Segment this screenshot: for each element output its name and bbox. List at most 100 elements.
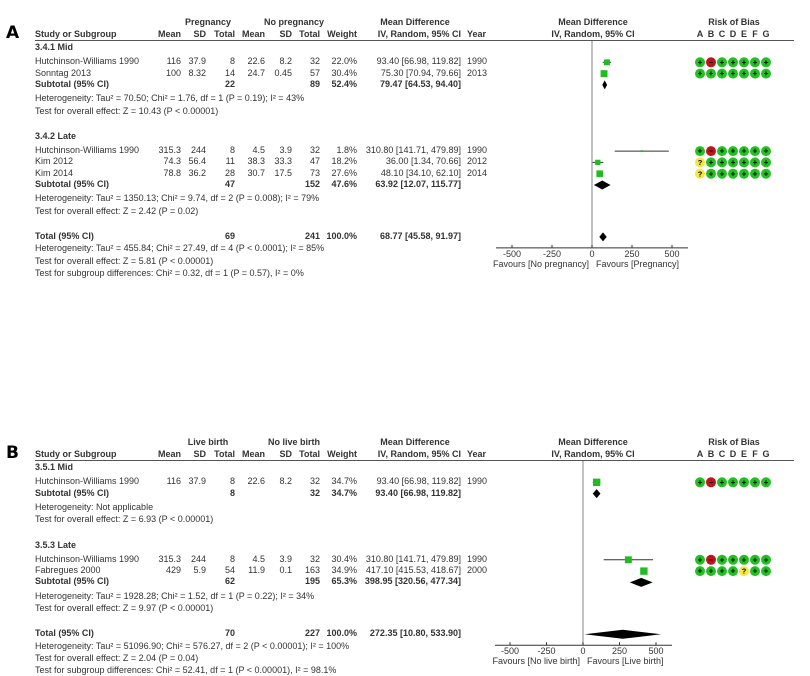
x-tick-label: 500 — [648, 646, 664, 657]
rob-symbol: + — [764, 58, 769, 67]
subtotal-label: Subtotal (95% CI) — [35, 78, 110, 89]
rob-letter-g: G — [762, 29, 770, 39]
study-weight: 18.2% — [331, 156, 357, 167]
subtotal-total2: 32 — [309, 487, 320, 498]
total-weight: 100.0% — [326, 628, 357, 639]
mean1-column-header: Mean — [157, 449, 181, 459]
total1-column-header: Total — [214, 29, 235, 39]
overall-effect-text: Test for overall effect: Z = 10.43 (P < … — [35, 105, 219, 116]
total-heterogeneity-text: Heterogeneity: Tau² = 51096.90; Chi² = 5… — [35, 640, 350, 651]
study-mean1: 100 — [165, 67, 181, 78]
subtotal-ci: 398.95 [320.56, 477.34] — [364, 576, 461, 587]
study-sd2: 0.1 — [279, 565, 292, 576]
subtotal-weight: 52.4% — [331, 78, 357, 89]
rob-symbol: + — [709, 169, 714, 178]
subtotal-diamond — [629, 577, 653, 587]
rob-low-icon — [728, 566, 738, 577]
effect-square — [604, 59, 610, 66]
study-total2: 32 — [309, 145, 320, 156]
study-sd1: 244 — [190, 145, 206, 156]
rob-symbol: + — [731, 69, 736, 78]
md-header-top: Mean Difference — [380, 437, 450, 447]
rob-symbol: + — [720, 58, 725, 67]
x-tick-label: 250 — [624, 248, 640, 259]
panel-label: B — [6, 443, 19, 463]
effect-square — [595, 159, 601, 166]
rob-unclear-icon — [695, 168, 705, 179]
subtotal-weight: 47.6% — [331, 179, 357, 189]
rob-high-icon — [706, 57, 716, 68]
rob-low-icon — [717, 566, 727, 577]
rob-symbol: + — [698, 567, 703, 576]
study-year: 1990 — [467, 145, 488, 156]
rob-low-icon — [695, 554, 705, 565]
study-mean2: 4.5 — [252, 553, 265, 564]
rob-symbol: + — [764, 169, 769, 178]
rob-low-icon — [750, 146, 760, 157]
study-sd1: 37.9 — [188, 476, 206, 487]
panel-label: A — [6, 23, 20, 43]
rob-symbol: + — [753, 169, 758, 178]
study-year: 2013 — [467, 67, 488, 78]
study-total1: 8 — [229, 145, 235, 156]
rob-high-icon — [706, 554, 716, 565]
rob-low-icon — [750, 566, 760, 577]
rob-symbol: − — [709, 555, 714, 564]
study-weight: 1.8% — [336, 145, 357, 156]
study-total1: 54 — [224, 565, 235, 576]
year-column-header: Year — [467, 449, 487, 459]
total2-column-header: Total — [299, 29, 320, 39]
rob-symbol: + — [764, 567, 769, 576]
rob-low-icon — [695, 146, 705, 157]
rob-low-icon — [761, 566, 771, 577]
rob-low-icon — [728, 57, 738, 68]
subtotal-diamond — [593, 180, 611, 190]
total1-column-header: Total — [214, 449, 235, 459]
mean1-column-header: Mean — [157, 29, 181, 39]
rob-low-icon — [728, 554, 738, 565]
total-total1: 69 — [224, 230, 235, 241]
study-year: 2014 — [467, 167, 488, 178]
study-mean1: 116 — [166, 476, 181, 487]
x-tick-label: -250 — [542, 248, 561, 259]
subtotal-total2: 152 — [304, 179, 320, 189]
plot-header-top: Mean Difference — [558, 437, 628, 447]
study-mean1: 74.3 — [163, 156, 181, 167]
rob-low-icon — [761, 477, 771, 488]
study-year: 2000 — [467, 565, 488, 576]
rob-low-icon — [695, 477, 705, 488]
group2-header: No live birth — [267, 437, 320, 447]
total-total2: 227 — [304, 628, 320, 639]
effect-square — [640, 567, 648, 575]
x-tick-label: 0 — [589, 248, 595, 259]
study-name: Hutchinson-Williams 1990 — [35, 145, 140, 156]
rob-low-icon — [695, 566, 705, 577]
study-mean2: 4.5 — [252, 145, 265, 156]
rob-low-icon — [706, 157, 716, 168]
rob-symbol: + — [720, 478, 725, 487]
rob-unclear-icon — [739, 566, 749, 577]
rob-low-icon — [761, 68, 771, 79]
rob-symbol: − — [709, 147, 714, 156]
rob-symbol: + — [731, 478, 736, 487]
rob-symbol: + — [753, 555, 758, 564]
plot-column-header: IV, Random, 95% CI — [551, 449, 635, 459]
rob-low-icon — [761, 57, 771, 68]
rob-low-icon — [706, 566, 716, 577]
study-mean2: 22.6 — [247, 476, 265, 487]
study-ci: 48.10 [34.10, 62.10] — [380, 167, 461, 178]
rob-low-icon — [739, 68, 749, 79]
study-ci: 310.80 [141.71, 479.89] — [365, 145, 461, 156]
subtotal-label: Subtotal (95% CI) — [35, 576, 110, 587]
study-sd1: 244 — [190, 553, 206, 564]
subtotal-ci: 93.40 [66.98, 119.82] — [375, 487, 461, 498]
rob-low-icon — [739, 477, 749, 488]
effect-square — [592, 478, 601, 486]
mean2-column-header: Mean — [241, 29, 265, 39]
rob-low-icon — [750, 554, 760, 565]
header-rule — [35, 40, 794, 41]
rob-low-icon — [739, 168, 749, 179]
heterogeneity-text: Heterogeneity: Tau² = 1350.13; Chi² = 9.… — [35, 193, 320, 204]
rob-symbol: ? — [698, 169, 703, 178]
rob-header: Risk of Bias — [708, 437, 760, 447]
